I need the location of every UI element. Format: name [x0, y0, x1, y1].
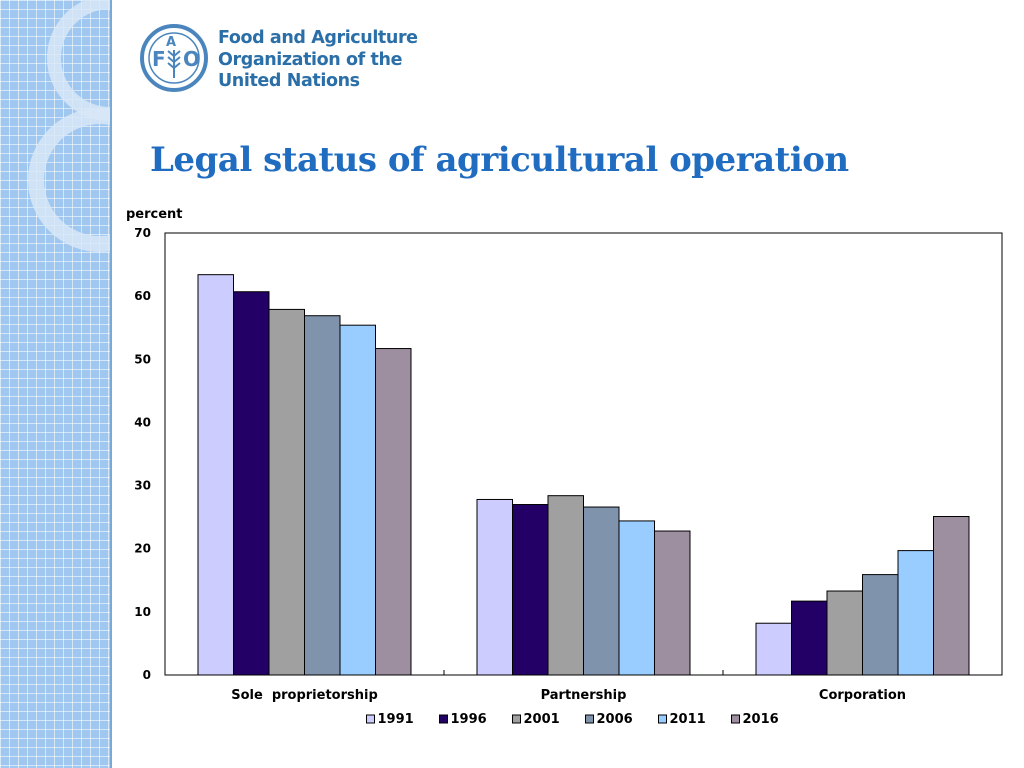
legend-swatch-2016	[731, 714, 740, 724]
decorative-arcs	[28, 0, 112, 252]
y-tick-label: 0	[143, 668, 151, 682]
bar-2006	[304, 315, 341, 676]
legend-swatch-2001	[512, 714, 521, 724]
logo-line: Organization of the	[218, 49, 403, 70]
bar-1991	[197, 274, 234, 676]
bar-2001	[826, 590, 863, 676]
legend-label: 2006	[597, 712, 633, 727]
fao-logo: F A O Food and Agriculture Organization …	[138, 22, 418, 94]
y-tick-label: 50	[134, 352, 151, 366]
bar-2016	[375, 348, 412, 676]
fao-emblem-icon: F A O	[140, 24, 208, 92]
y-tick-label: 60	[134, 289, 151, 303]
y-tick-label: 20	[134, 542, 151, 556]
bar-2001	[268, 308, 305, 676]
legend-swatch-1996	[439, 714, 448, 724]
y-tick-label: 10	[134, 605, 151, 619]
legend-label: 1996	[451, 712, 487, 727]
bar-2011	[897, 550, 934, 676]
decorative-side-strip	[0, 0, 112, 768]
bar-1996	[791, 600, 828, 676]
bar-2001	[547, 495, 584, 676]
y-axis-label: percent	[126, 207, 183, 222]
svg-text:F: F	[152, 47, 166, 71]
legend-swatch-1991	[366, 714, 375, 724]
x-category-label: Corporation	[819, 688, 906, 703]
logo-line: Food and Agriculture	[218, 28, 418, 48]
y-tick-label: 30	[134, 479, 151, 493]
legend-swatch-2011	[658, 714, 667, 724]
x-category-label: Partnership	[541, 688, 627, 703]
y-tick-label: 70	[134, 226, 151, 240]
legend-label: 2011	[670, 712, 706, 727]
y-tick-label: 40	[134, 415, 151, 429]
slide-title: Legal status of agricultural operation	[150, 140, 849, 180]
bar-2011	[618, 520, 655, 676]
bar-2011	[339, 324, 376, 676]
bar-1996	[512, 504, 549, 676]
x-category-label: Sole proprietorship	[231, 688, 378, 703]
svg-text:O: O	[183, 47, 200, 71]
bar-2006	[862, 574, 899, 676]
logo-line: United Nations	[218, 71, 360, 91]
fao-logo-text: Food and Agriculture Organization of the…	[218, 28, 418, 93]
bar-2006	[583, 506, 620, 676]
svg-text:A: A	[166, 35, 176, 50]
legend-swatch-2006	[585, 714, 594, 724]
bar-2016	[654, 530, 691, 676]
legend-label: 1991	[378, 712, 414, 727]
legend-label: 2001	[524, 712, 560, 727]
bar-2016	[933, 516, 970, 676]
bar-1996	[233, 291, 270, 676]
bar-1991	[755, 622, 792, 676]
bar-1991	[476, 498, 513, 676]
legend-label: 2016	[743, 712, 779, 727]
bar-chart: percent 0 10 20 30 40 50 60 70 Sole proprietorshi…	[126, 207, 1003, 727]
